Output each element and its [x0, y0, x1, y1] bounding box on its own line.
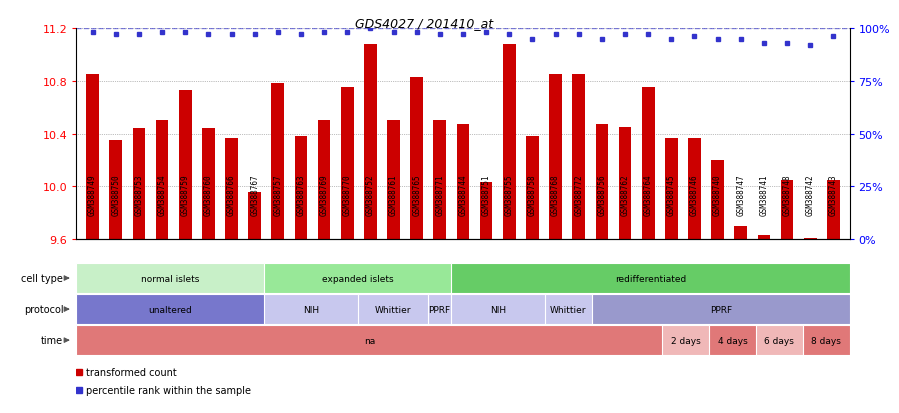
- Bar: [665, 138, 678, 240]
- Text: 2 days: 2 days: [671, 336, 700, 345]
- Text: Whittier: Whittier: [375, 305, 411, 314]
- Bar: [410, 78, 423, 240]
- Bar: [317, 121, 331, 240]
- Text: 8 days: 8 days: [811, 336, 841, 345]
- Text: GSM388754: GSM388754: [157, 173, 166, 215]
- Text: GSM388763: GSM388763: [297, 173, 306, 215]
- Bar: [758, 235, 770, 240]
- Text: GSM388744: GSM388744: [458, 173, 467, 215]
- Text: GSM388765: GSM388765: [412, 173, 422, 215]
- Bar: [295, 137, 307, 240]
- Text: GSM388751: GSM388751: [482, 173, 491, 215]
- Text: GSM388748: GSM388748: [782, 173, 791, 215]
- Text: GSM388743: GSM388743: [829, 173, 838, 215]
- Bar: [642, 88, 654, 240]
- Text: GSM388771: GSM388771: [435, 173, 444, 215]
- Text: transformed count: transformed count: [86, 367, 177, 377]
- Bar: [457, 125, 469, 240]
- Bar: [132, 129, 146, 240]
- Bar: [619, 128, 631, 240]
- Bar: [688, 138, 701, 240]
- Text: GSM388745: GSM388745: [667, 173, 676, 215]
- Bar: [341, 88, 353, 240]
- Text: GSM388753: GSM388753: [135, 173, 144, 215]
- Bar: [804, 238, 816, 240]
- Text: GDS4027 / 201410_at: GDS4027 / 201410_at: [355, 17, 494, 29]
- Text: expanded islets: expanded islets: [322, 274, 394, 283]
- Bar: [711, 161, 724, 240]
- Bar: [387, 121, 400, 240]
- Bar: [202, 129, 215, 240]
- Text: GSM388766: GSM388766: [227, 173, 236, 215]
- Bar: [271, 84, 284, 240]
- Text: Whittier: Whittier: [550, 305, 587, 314]
- Text: 4 days: 4 days: [717, 336, 747, 345]
- Text: GSM388769: GSM388769: [320, 173, 329, 215]
- Bar: [364, 45, 377, 240]
- Bar: [179, 91, 191, 240]
- Text: GSM388764: GSM388764: [644, 173, 653, 215]
- Text: GSM388767: GSM388767: [250, 173, 259, 215]
- Text: NIH: NIH: [490, 305, 506, 314]
- Text: GSM388741: GSM388741: [760, 173, 769, 215]
- Text: GSM388762: GSM388762: [620, 173, 629, 215]
- Text: GSM388740: GSM388740: [713, 173, 722, 215]
- Text: GSM388772: GSM388772: [574, 173, 583, 215]
- Text: normal islets: normal islets: [141, 274, 200, 283]
- Text: PPRF: PPRF: [709, 305, 732, 314]
- Bar: [734, 226, 747, 240]
- Text: GSM388759: GSM388759: [181, 173, 190, 215]
- Text: GSM388747: GSM388747: [736, 173, 745, 215]
- Text: unaltered: unaltered: [148, 305, 192, 314]
- Text: GSM388746: GSM388746: [690, 173, 699, 215]
- Bar: [549, 75, 562, 240]
- Text: GSM388756: GSM388756: [597, 173, 606, 215]
- Bar: [110, 141, 122, 240]
- Text: protocol: protocol: [23, 304, 63, 314]
- Text: percentile rank within the sample: percentile rank within the sample: [86, 385, 252, 395]
- Bar: [248, 192, 261, 240]
- Text: GSM388755: GSM388755: [504, 173, 514, 215]
- Text: na: na: [364, 336, 375, 345]
- Bar: [433, 121, 446, 240]
- Text: GSM388760: GSM388760: [204, 173, 213, 215]
- Text: NIH: NIH: [303, 305, 319, 314]
- Text: GSM388749: GSM388749: [88, 173, 97, 215]
- Bar: [86, 75, 99, 240]
- Text: redifferentiated: redifferentiated: [615, 274, 686, 283]
- Bar: [573, 75, 585, 240]
- Bar: [827, 180, 840, 240]
- Bar: [225, 138, 238, 240]
- Bar: [480, 183, 493, 240]
- Text: GSM388768: GSM388768: [551, 173, 560, 215]
- Bar: [156, 121, 168, 240]
- Text: time: time: [41, 335, 63, 345]
- Bar: [595, 125, 609, 240]
- Text: GSM388752: GSM388752: [366, 173, 375, 215]
- Text: GSM388758: GSM388758: [528, 173, 537, 215]
- Text: 6 days: 6 days: [764, 336, 794, 345]
- Text: GSM388761: GSM388761: [389, 173, 398, 215]
- Bar: [503, 45, 516, 240]
- Text: cell type: cell type: [22, 273, 63, 283]
- Text: GSM388757: GSM388757: [273, 173, 282, 215]
- Text: GSM388770: GSM388770: [343, 173, 352, 215]
- Bar: [526, 137, 539, 240]
- Text: GSM388742: GSM388742: [806, 173, 814, 215]
- Text: GSM388750: GSM388750: [111, 173, 120, 215]
- Bar: [780, 180, 794, 240]
- Text: PPRF: PPRF: [429, 305, 450, 314]
